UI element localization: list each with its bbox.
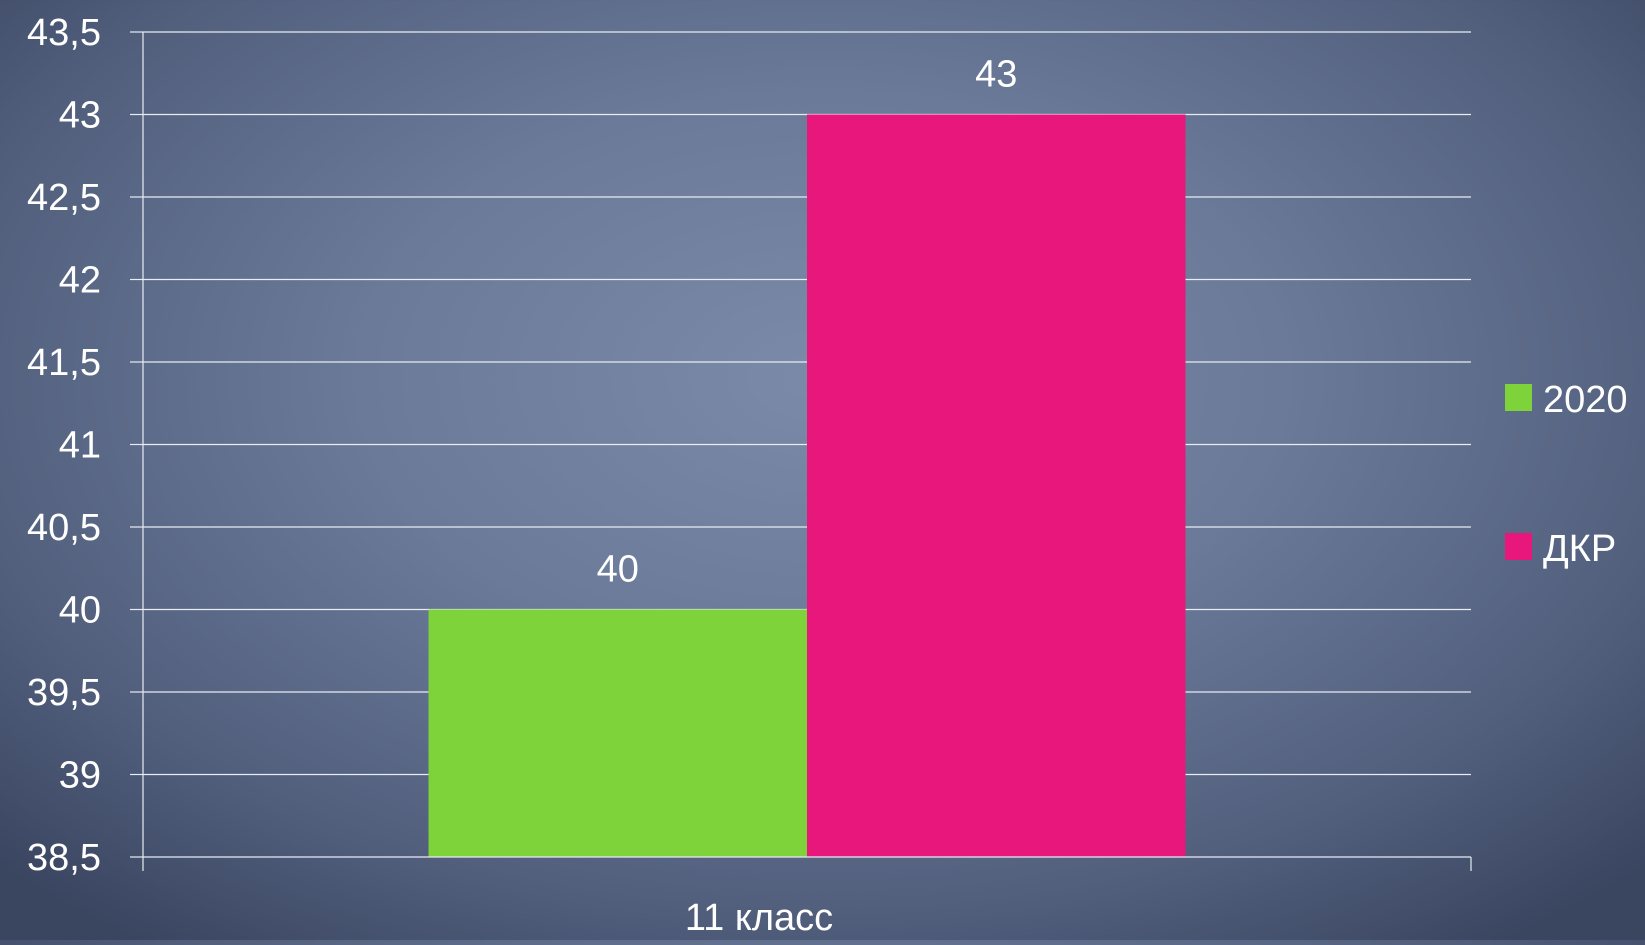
data-label: 43: [975, 54, 1017, 96]
legend: 2020 ДКР: [1505, 379, 1628, 570]
data-labels: 40 43: [597, 54, 1018, 591]
y-tick-label: 42: [59, 260, 101, 302]
data-label: 40: [597, 549, 639, 591]
y-tick-label: 38,5: [27, 837, 101, 879]
x-tick-label: 11 класс: [685, 897, 833, 939]
bars: [428, 114, 1186, 857]
y-tick-label: 41,5: [27, 342, 101, 384]
y-tick-label: 39,5: [27, 672, 101, 714]
axes: [130, 31, 1472, 871]
y-tick-label: 39: [59, 755, 101, 797]
y-tick-label: 42,5: [27, 177, 101, 219]
legend-label: 2020: [1543, 379, 1628, 421]
legend-swatch: [1505, 533, 1532, 560]
y-tick-label: 41: [59, 425, 101, 467]
legend-swatch: [1505, 384, 1532, 411]
y-tick-label: 43,5: [27, 12, 101, 54]
y-tick-label: 43: [59, 95, 101, 137]
x-tick-labels: 11 класс: [685, 897, 833, 939]
legend-label: ДКР: [1543, 528, 1616, 570]
y-tick-labels: 38,5 39 39,5 40 40,5 41 41,5 42 42,5 43 43,5: [27, 12, 101, 879]
bar-series-1: [428, 609, 807, 857]
y-tick-label: 40: [59, 590, 101, 632]
bar-series-2: [807, 114, 1186, 857]
y-tick-label: 40,5: [27, 507, 101, 549]
